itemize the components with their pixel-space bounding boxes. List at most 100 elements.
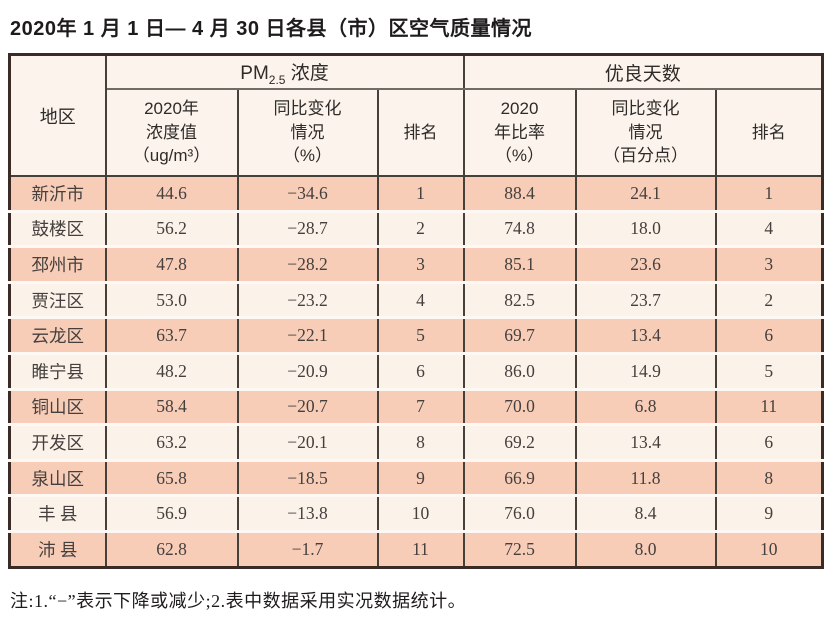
pm-rank-cell: 3 [377, 246, 465, 284]
days-ratio-cell: 85.1 [463, 246, 577, 284]
pm-rank-cell: 5 [377, 317, 465, 355]
days-ratio-cell: 74.8 [463, 211, 577, 249]
days-ratio-cell: 69.2 [463, 424, 577, 462]
days-ratio-cell: 88.4 [463, 176, 577, 213]
pm-rank-cell: 2 [377, 211, 465, 249]
days-change-cell: 8.4 [575, 495, 717, 533]
pm-change-cell: −13.8 [237, 495, 379, 533]
region-cell: 开发区 [9, 424, 107, 462]
pm-change-cell: −28.7 [237, 211, 379, 249]
column-header-pm-change: 同比变化 情况 （%） [237, 89, 379, 177]
pm-value-cell: 62.8 [105, 531, 239, 568]
days-ratio-cell: 76.0 [463, 495, 577, 533]
table-row: 铜山区 58.4 −20.7 7 70.0 6.8 11 [9, 389, 823, 427]
column-header-days-ratio: 2020 年比率 （%） [463, 89, 577, 177]
days-rank-cell: 10 [715, 531, 823, 568]
days-rank-cell: 4 [715, 211, 823, 249]
pm-value-cell: 56.2 [105, 211, 239, 249]
pm-rank-cell: 6 [377, 353, 465, 391]
table-row: 贾汪区 53.0 −23.2 4 82.5 23.7 2 [9, 282, 823, 320]
days-ratio-cell: 86.0 [463, 353, 577, 391]
column-header-pm-value: 2020年 浓度值 （ug/m³） [105, 89, 239, 177]
days-change-cell: 13.4 [575, 424, 717, 462]
pm-change-cell: −20.1 [237, 424, 379, 462]
table-row: 鼓楼区 56.2 −28.7 2 74.8 18.0 4 [9, 211, 823, 249]
column-group-pm25: PM2.5 浓度 [105, 54, 465, 90]
days-ratio-cell: 69.7 [463, 317, 577, 355]
pm-rank-cell: 9 [377, 460, 465, 498]
pm-value-cell: 63.7 [105, 317, 239, 355]
region-cell: 新沂市 [9, 176, 107, 213]
days-change-cell: 11.8 [575, 460, 717, 498]
region-cell: 沛 县 [9, 531, 107, 568]
table-row: 邳州市 47.8 −28.2 3 85.1 23.6 3 [9, 246, 823, 284]
region-cell: 贾汪区 [9, 282, 107, 320]
pm-value-cell: 58.4 [105, 389, 239, 427]
column-header-region: 地区 [9, 54, 107, 177]
region-cell: 铜山区 [9, 389, 107, 427]
pm-rank-cell: 4 [377, 282, 465, 320]
days-ratio-cell: 70.0 [463, 389, 577, 427]
days-change-cell: 8.0 [575, 531, 717, 568]
pm-rank-cell: 1 [377, 176, 465, 213]
days-rank-cell: 8 [715, 460, 823, 498]
pm-label-suffix: 浓度 [285, 62, 329, 84]
sub-header-row: 2020年 浓度值 （ug/m³） 同比变化 情况 （%） 排名 2020 年比… [10, 89, 823, 177]
days-change-cell: 6.8 [575, 389, 717, 427]
column-header-pm-rank: 排名 [377, 89, 465, 177]
days-ratio-cell: 66.9 [463, 460, 577, 498]
pm-change-cell: −1.7 [237, 531, 379, 568]
region-cell: 丰 县 [9, 495, 107, 533]
pm-label-prefix: PM [240, 62, 269, 84]
days-ratio-cell: 82.5 [463, 282, 577, 320]
pm-change-cell: −18.5 [237, 460, 379, 498]
pm-value-cell: 65.8 [105, 460, 239, 498]
pm-value-cell: 53.0 [105, 282, 239, 320]
days-rank-cell: 11 [715, 389, 823, 427]
column-group-good-days: 优良天数 [463, 54, 823, 90]
table-row: 泉山区 65.8 −18.5 9 66.9 11.8 8 [9, 460, 823, 498]
days-change-cell: 14.9 [575, 353, 717, 391]
pm-value-cell: 48.2 [105, 353, 239, 391]
days-change-cell: 23.6 [575, 246, 717, 284]
table-row: 沛 县 62.8 −1.7 11 72.5 8.0 10 [9, 531, 823, 568]
days-ratio-cell: 72.5 [463, 531, 577, 568]
region-cell: 鼓楼区 [9, 211, 107, 249]
table-row: 开发区 63.2 −20.1 8 69.2 13.4 6 [9, 424, 823, 462]
days-rank-cell: 3 [715, 246, 823, 284]
table-row: 云龙区 63.7 −22.1 5 69.7 13.4 6 [9, 317, 823, 355]
pm-rank-cell: 11 [377, 531, 465, 568]
days-change-cell: 23.7 [575, 282, 717, 320]
footnote: 注:1.“−”表示下降或减少;2.表中数据采用实况数据统计。 [10, 590, 467, 611]
pm-change-cell: −20.7 [237, 389, 379, 427]
days-change-cell: 24.1 [575, 176, 717, 213]
table-row: 新沂市 44.6 −34.6 1 88.4 24.1 1 [9, 176, 823, 213]
air-quality-table: 地区 PM2.5 浓度 优良天数 2020年 浓度值 （ug/m³） 同比变化 … [8, 53, 824, 569]
pm-value-cell: 44.6 [105, 176, 239, 213]
table-row: 丰 县 56.9 −13.8 10 76.0 8.4 9 [9, 495, 823, 533]
pm-value-cell: 47.8 [105, 246, 239, 284]
region-cell: 睢宁县 [9, 353, 107, 391]
pm-change-cell: −23.2 [237, 282, 379, 320]
pm-label-subscript: 2.5 [268, 72, 286, 87]
pm-change-cell: −28.2 [237, 246, 379, 284]
pm-value-cell: 56.9 [105, 495, 239, 533]
region-cell: 泉山区 [9, 460, 107, 498]
pm-rank-cell: 8 [377, 424, 465, 462]
pm-rank-cell: 10 [377, 495, 465, 533]
table-body: 新沂市 44.6 −34.6 1 88.4 24.1 1 鼓楼区 56.2 −28.7 2 74.8 1… [9, 176, 823, 568]
group-header-row: 地区 PM2.5 浓度 优良天数 [9, 54, 823, 177]
table-row: 睢宁县 48.2 −20.9 6 86.0 14.9 5 [9, 353, 823, 391]
column-header-days-change: 同比变化 情况 （百分点） [575, 89, 717, 177]
days-rank-cell: 6 [715, 317, 823, 355]
pm-change-cell: −20.9 [237, 353, 379, 391]
days-rank-cell: 5 [715, 353, 823, 391]
pm-rank-cell: 7 [377, 389, 465, 427]
days-rank-cell: 9 [715, 495, 823, 533]
column-header-days-rank: 排名 [715, 89, 823, 177]
region-cell: 邳州市 [9, 246, 107, 284]
days-change-cell: 13.4 [575, 317, 717, 355]
days-change-cell: 18.0 [575, 211, 717, 249]
pm-change-cell: −22.1 [237, 317, 379, 355]
